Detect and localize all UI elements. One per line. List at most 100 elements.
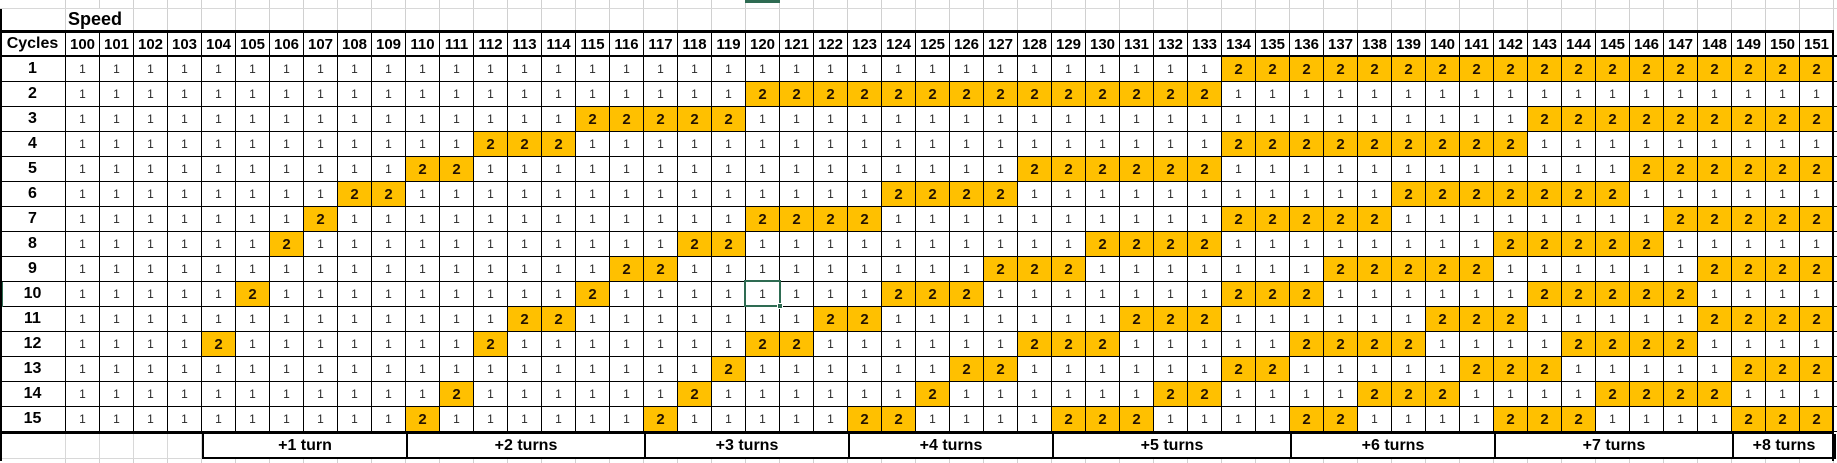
cell[interactable]: 1 [508, 82, 542, 106]
sheet-cell[interactable] [950, 9, 984, 30]
cell[interactable]: 1 [678, 332, 712, 356]
cell[interactable]: 1 [1528, 307, 1562, 331]
cell[interactable]: 1 [814, 107, 848, 131]
cell[interactable]: 2 [1460, 357, 1494, 381]
cell[interactable]: 1 [712, 82, 746, 106]
speed-header[interactable]: 132 [1154, 33, 1188, 55]
cell[interactable]: 1 [610, 307, 644, 331]
cell[interactable]: 1 [712, 282, 746, 306]
sheet-cell[interactable] [236, 459, 270, 463]
cell[interactable]: 1 [576, 57, 610, 81]
cell[interactable]: 1 [1392, 282, 1426, 306]
cell[interactable]: 2 [1154, 382, 1188, 406]
cell[interactable]: 2 [1324, 207, 1358, 231]
turn-group[interactable]: +5 turns [1052, 434, 1290, 459]
cell[interactable]: 1 [236, 207, 270, 231]
cell[interactable]: 1 [780, 232, 814, 256]
sheet-cell[interactable] [1120, 459, 1154, 463]
cell[interactable]: 2 [508, 307, 542, 331]
cycle-label[interactable]: 2 [0, 82, 66, 106]
cell[interactable]: 1 [1188, 257, 1222, 281]
sheet-cell[interactable] [1630, 9, 1664, 30]
cell[interactable]: 2 [1324, 407, 1358, 431]
cell[interactable]: 1 [508, 107, 542, 131]
cell[interactable]: 2 [1766, 57, 1800, 81]
cell[interactable]: 2 [1732, 407, 1766, 431]
sheet-cell[interactable] [678, 9, 712, 30]
cell[interactable]: 1 [168, 332, 202, 356]
sheet-cell[interactable] [304, 9, 338, 30]
cell[interactable]: 2 [1800, 157, 1834, 181]
cell[interactable]: 1 [1324, 107, 1358, 131]
speed-header[interactable]: 121 [780, 33, 814, 55]
sheet-cell[interactable] [1596, 459, 1630, 463]
cell[interactable]: 2 [1120, 307, 1154, 331]
cell[interactable]: 1 [1392, 357, 1426, 381]
cell[interactable]: 1 [1664, 307, 1698, 331]
cell[interactable]: 1 [474, 157, 508, 181]
cell[interactable]: 1 [406, 132, 440, 156]
cell[interactable]: 2 [814, 82, 848, 106]
speed-header[interactable]: 124 [882, 33, 916, 55]
sheet-cell[interactable] [202, 9, 236, 30]
cell[interactable]: 2 [1188, 232, 1222, 256]
cell[interactable]: 1 [1426, 207, 1460, 231]
cell[interactable]: 2 [1630, 232, 1664, 256]
cell[interactable]: 2 [916, 82, 950, 106]
cell[interactable]: 1 [780, 132, 814, 156]
cell[interactable]: 1 [372, 57, 406, 81]
cell[interactable]: 2 [610, 107, 644, 131]
cell[interactable]: 1 [100, 357, 134, 381]
sheet-cell[interactable] [372, 0, 406, 8]
cell[interactable]: 1 [1324, 382, 1358, 406]
cell[interactable]: 1 [100, 132, 134, 156]
cell[interactable]: 1 [304, 382, 338, 406]
cell[interactable]: 1 [1800, 282, 1834, 306]
cell[interactable]: 2 [1766, 307, 1800, 331]
cell[interactable]: 1 [1426, 282, 1460, 306]
cell[interactable]: 2 [542, 132, 576, 156]
cell[interactable]: 1 [746, 382, 780, 406]
cell[interactable]: 1 [1766, 282, 1800, 306]
cell[interactable]: 2 [1528, 357, 1562, 381]
sheet-cell[interactable] [270, 459, 304, 463]
cell[interactable]: 1 [1052, 357, 1086, 381]
cell[interactable]: 2 [1800, 257, 1834, 281]
cell[interactable]: 1 [134, 207, 168, 231]
speed-header[interactable]: 101 [100, 33, 134, 55]
cell[interactable]: 1 [678, 307, 712, 331]
cell[interactable]: 1 [508, 282, 542, 306]
cell[interactable]: 1 [1154, 257, 1188, 281]
cell[interactable]: 2 [1732, 157, 1766, 181]
cell[interactable]: 2 [712, 107, 746, 131]
cell[interactable]: 2 [984, 182, 1018, 206]
sheet-cell[interactable] [474, 9, 508, 30]
cell[interactable]: 2 [372, 182, 406, 206]
cell[interactable]: 1 [66, 157, 100, 181]
cell[interactable]: 2 [1188, 157, 1222, 181]
sheet-cell[interactable] [508, 0, 542, 8]
cell[interactable]: 2 [1664, 57, 1698, 81]
cell[interactable]: 1 [474, 207, 508, 231]
cell[interactable]: 1 [848, 132, 882, 156]
cycle-label[interactable]: 13 [0, 357, 66, 381]
cell[interactable]: 2 [1630, 157, 1664, 181]
sheet-cell[interactable] [474, 0, 508, 8]
cell[interactable]: 1 [202, 282, 236, 306]
cell[interactable]: 1 [202, 307, 236, 331]
cell[interactable]: 1 [1596, 407, 1630, 431]
cell[interactable]: 2 [1562, 57, 1596, 81]
cell[interactable]: 2 [1800, 307, 1834, 331]
sheet-cell[interactable] [236, 0, 270, 8]
sheet-cell[interactable] [644, 9, 678, 30]
sheet-cell[interactable] [814, 459, 848, 463]
cell[interactable]: 2 [1698, 157, 1732, 181]
cell[interactable]: 1 [508, 257, 542, 281]
cell[interactable]: 1 [746, 157, 780, 181]
cell[interactable]: 1 [1222, 107, 1256, 131]
speed-header[interactable]: 118 [678, 33, 712, 55]
cell[interactable]: 1 [1426, 407, 1460, 431]
cell[interactable]: 1 [1800, 132, 1834, 156]
cell[interactable]: 2 [1324, 132, 1358, 156]
cell[interactable]: 1 [372, 407, 406, 431]
